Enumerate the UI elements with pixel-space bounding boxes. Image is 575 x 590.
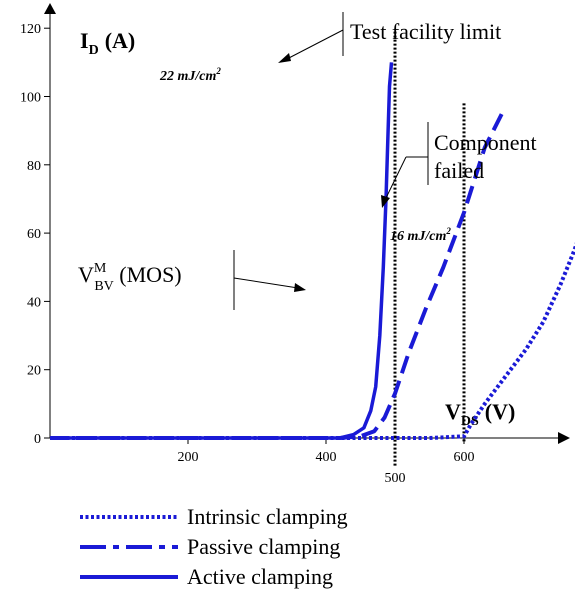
vbv-arrow-line: [233, 277, 299, 289]
annotations: Test facility limit 22 mJ/cm2 Component …: [78, 12, 537, 310]
component-arrowhead: [381, 195, 390, 208]
x-tick-label: 400: [316, 450, 337, 465]
test-limit-arrowhead: [278, 53, 291, 63]
series-active-clamping: [50, 62, 394, 440]
test-limit-arrow-line: [284, 29, 344, 61]
energy-active-label: 22 mJ/cm2: [159, 66, 221, 84]
legend-label: Intrinsic clamping: [187, 504, 348, 529]
axes: [44, 3, 570, 444]
y-tick-label: 40: [27, 295, 41, 310]
svg-text:ID(A): ID (A): [80, 28, 135, 58]
y-axis-title: ID (A): [80, 28, 135, 58]
x-axis-arrow: [558, 432, 570, 444]
y-axis-arrow: [44, 3, 56, 14]
legend-label: Active clamping: [187, 564, 333, 589]
energy-intrinsic-label: 16 mJ/cm2: [390, 226, 451, 244]
test-limit-label: Test facility limit: [350, 19, 501, 44]
x-tick-label: 200: [178, 450, 199, 465]
x-tick-label-500: 500: [385, 471, 406, 486]
y-tick-label: 100: [20, 91, 41, 106]
x-tick-label: 600: [454, 450, 475, 465]
y-tick-label: 120: [20, 22, 41, 37]
component-label-line1: Component: [434, 130, 537, 155]
x-ticks: 200400600800500: [178, 438, 475, 486]
series-lines: [50, 62, 575, 440]
vbv-label: VM BV (MOS): [78, 261, 182, 294]
vbv-arrowhead: [294, 283, 306, 292]
legend-label: Passive clamping: [187, 534, 340, 559]
y-tick-label: 60: [27, 227, 41, 242]
y-ticks: 0 20 40 60 80 100 120: [20, 22, 50, 447]
legend: Intrinsic clamping Passive clamping Active…: [80, 504, 348, 589]
component-label-line2: failed: [434, 158, 484, 183]
y-tick-label: 80: [27, 159, 41, 174]
y-tick-label: 20: [27, 364, 41, 379]
y-tick-label: 0: [34, 432, 41, 447]
component-arrow-line-2: [384, 156, 407, 201]
series-intrinsic-clamping: [50, 242, 575, 440]
